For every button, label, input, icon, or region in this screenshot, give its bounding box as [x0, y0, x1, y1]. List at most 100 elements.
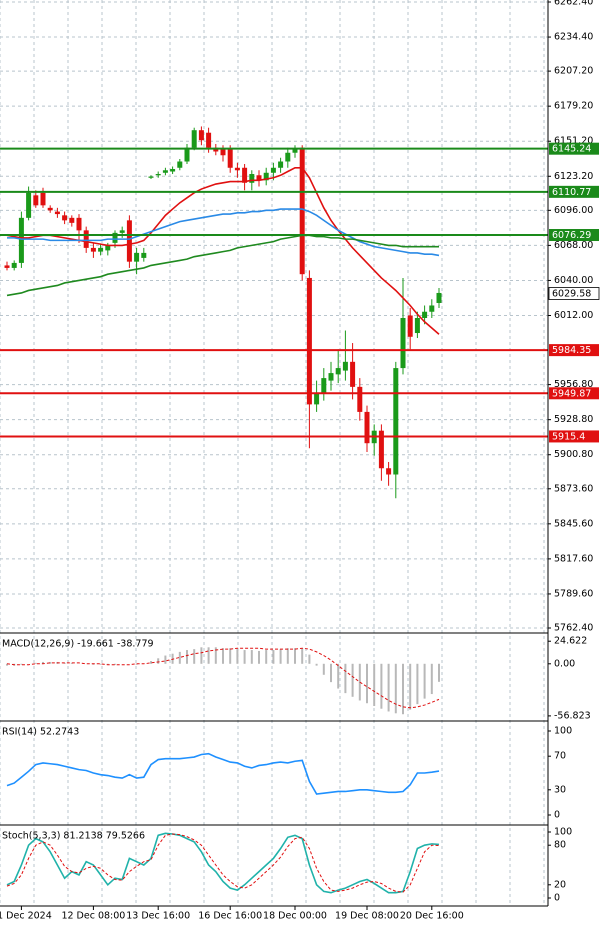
candle-body [400, 318, 406, 369]
candle-body [26, 192, 32, 218]
y-tick-label: 5762.40 [554, 622, 593, 633]
histogram-bar [402, 663, 404, 715]
histogram-bar [243, 650, 246, 664]
level-label-box [549, 229, 599, 242]
candle-body [155, 174, 161, 176]
panel-title: RSI(14) 52.2743 [2, 727, 79, 738]
histogram-bar [301, 648, 304, 664]
histogram-bar [99, 663, 102, 665]
candle-body [278, 161, 284, 168]
y-tick-label: 100 [554, 827, 572, 838]
panel-title: MACD(12,26,9) -19.661 -38.779 [2, 639, 154, 650]
level-label: 6145.24 [552, 144, 591, 155]
candle-body [422, 311, 428, 319]
candle-body [234, 167, 240, 171]
histogram-bar [308, 654, 311, 664]
histogram-bar [34, 662, 37, 664]
histogram-bar [279, 649, 282, 664]
histogram-bar [380, 663, 383, 709]
indicator-line [6, 832, 440, 894]
histogram-bar [373, 663, 376, 706]
candle-body [18, 217, 24, 263]
candle-body [227, 148, 233, 168]
y-tick-label: 6234.40 [554, 32, 593, 43]
x-tick-label: 16 Dec 16:00 [198, 911, 262, 922]
candle-body [299, 147, 305, 275]
x-tick-label: 18 Dec 00:00 [263, 911, 327, 922]
y-tick-label: 70 [554, 751, 566, 762]
candle-body [112, 232, 118, 243]
panel-title: Stoch(5,3,3) 81.2138 79.5266 [2, 831, 145, 842]
y-tick-label: 100 [554, 725, 572, 736]
candle-body [40, 192, 46, 206]
x-tick-label: 19 Dec 08:00 [335, 911, 399, 922]
level-label: 6110.77 [552, 187, 591, 198]
candle-body [126, 220, 132, 262]
candle-body [314, 393, 320, 405]
level-label: 6076.29 [552, 230, 591, 241]
level-label-box [549, 344, 599, 357]
histogram-bar [164, 655, 167, 664]
candle-body [242, 167, 248, 183]
histogram-bar [265, 650, 268, 664]
x-tick-label: 13 Dec 16:00 [126, 911, 190, 922]
histogram-bar [207, 647, 210, 664]
candle-body [4, 265, 10, 268]
candle-body [436, 292, 442, 303]
level-label-box [549, 142, 599, 155]
histogram-bar [157, 658, 160, 664]
candle-body [76, 217, 82, 231]
candle-body [386, 468, 392, 475]
candle-body [119, 230, 125, 233]
y-tick-label: 24.622 [554, 636, 587, 647]
indicator-line [7, 208, 440, 257]
y-tick-label: 0 [554, 893, 560, 904]
level-label-box [549, 387, 599, 400]
y-tick-label: 6207.20 [554, 66, 593, 77]
histogram-bar [430, 663, 433, 695]
candle-body [357, 386, 363, 412]
histogram-bar [330, 663, 332, 683]
candle-body [407, 315, 413, 337]
histogram-bar [178, 651, 181, 664]
candle-body [162, 170, 168, 173]
candle-body [364, 411, 370, 444]
y-tick-label: 6040.00 [554, 275, 593, 286]
histogram-bar [409, 663, 412, 710]
y-tick-label: 80 [554, 840, 566, 851]
y-tick-label: 6012.00 [554, 310, 593, 321]
histogram-bar [250, 650, 253, 664]
histogram-bar [49, 661, 52, 664]
y-tick-label: 6096.00 [554, 205, 593, 216]
level-label-box [549, 185, 599, 198]
histogram-bar [438, 663, 440, 682]
histogram-bar [294, 648, 296, 664]
histogram-bar [258, 650, 260, 664]
histogram-bar [150, 661, 152, 664]
histogram-bar [351, 663, 354, 697]
histogram-bar [222, 648, 224, 664]
candle-body [90, 247, 96, 252]
candle-body [11, 262, 17, 268]
candle-body [62, 215, 68, 221]
indicator-line [6, 752, 440, 795]
y-tick-label: 5900.80 [554, 449, 593, 460]
x-tick-label: 11 Dec 2024 [0, 911, 52, 922]
candle-body [256, 175, 262, 181]
candle-body [249, 174, 255, 183]
candle-body [263, 172, 269, 181]
candle-body [105, 245, 111, 251]
histogram-bar [337, 663, 340, 689]
candle-body [335, 368, 341, 375]
indicator-line [6, 833, 440, 893]
candle-body [33, 195, 39, 206]
histogram-bar [20, 663, 23, 665]
indicator-line [6, 234, 439, 297]
x-tick-label: 12 Dec 08:00 [61, 911, 125, 922]
y-tick-label: 6179.20 [554, 101, 593, 112]
candle-body [220, 148, 226, 156]
candle-body [393, 368, 399, 475]
y-tick-label: 5928.80 [554, 414, 593, 425]
y-tick-label: 6068.00 [554, 240, 593, 251]
last-price-label: 6029.58 [552, 288, 591, 299]
